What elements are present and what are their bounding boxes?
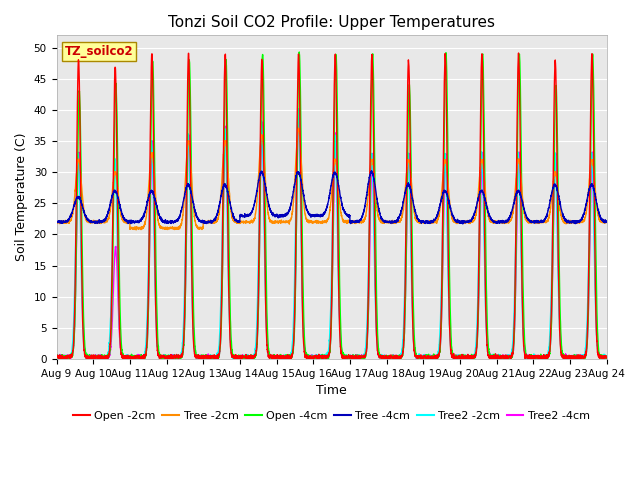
- Open -2cm: [52, 352, 60, 358]
- Open -4cm: [152, 228, 159, 234]
- Tree2 -2cm: [311, 353, 319, 359]
- Tree -2cm: [455, 219, 463, 225]
- Open -4cm: [425, 354, 433, 360]
- Open -4cm: [603, 354, 611, 360]
- Tree2 -2cm: [425, 354, 433, 360]
- Tree2 -4cm: [52, 356, 60, 362]
- Line: Tree -4cm: Tree -4cm: [56, 171, 607, 224]
- Tree -2cm: [603, 219, 611, 225]
- Tree2 -4cm: [311, 353, 319, 359]
- Tree2 -2cm: [52, 355, 60, 360]
- Open -4cm: [55, 356, 63, 362]
- Tree2 -4cm: [295, 106, 303, 112]
- Tree -4cm: [459, 221, 467, 227]
- Line: Open -2cm: Open -2cm: [56, 53, 607, 359]
- Tree -4cm: [152, 198, 159, 204]
- Open -2cm: [311, 353, 319, 359]
- Tree2 -2cm: [602, 356, 610, 361]
- Line: Tree2 -2cm: Tree2 -2cm: [56, 108, 607, 359]
- Tree -2cm: [486, 218, 494, 224]
- Open -4cm: [486, 353, 494, 359]
- Text: TZ_soilco2: TZ_soilco2: [65, 45, 133, 58]
- Tree -2cm: [52, 218, 60, 224]
- Tree2 -4cm: [602, 355, 610, 360]
- Tree2 -4cm: [152, 275, 159, 281]
- Open -4cm: [52, 353, 60, 359]
- Tree2 -4cm: [603, 353, 611, 359]
- Tree2 -2cm: [53, 356, 61, 362]
- Tree -4cm: [486, 215, 494, 220]
- Open -2cm: [55, 356, 63, 362]
- Tree -4cm: [424, 218, 432, 224]
- Open -4cm: [455, 354, 463, 360]
- Tree -4cm: [602, 218, 610, 224]
- Tree -2cm: [132, 227, 140, 233]
- Tree2 -4cm: [424, 352, 432, 358]
- Open -2cm: [455, 354, 463, 360]
- Open -2cm: [603, 354, 611, 360]
- Legend: Open -2cm, Tree -2cm, Open -4cm, Tree -4cm, Tree2 -2cm, Tree2 -4cm: Open -2cm, Tree -2cm, Open -4cm, Tree -4…: [69, 407, 594, 425]
- Open -2cm: [515, 50, 522, 56]
- Open -2cm: [486, 354, 494, 360]
- Open -2cm: [152, 294, 159, 300]
- Tree -4cm: [368, 168, 376, 174]
- Tree2 -2cm: [603, 354, 611, 360]
- Open -4cm: [602, 356, 610, 361]
- Line: Open -4cm: Open -4cm: [56, 52, 607, 359]
- Open -4cm: [311, 354, 319, 360]
- Y-axis label: Soil Temperature (C): Soil Temperature (C): [15, 133, 28, 262]
- Tree2 -2cm: [152, 300, 159, 305]
- Tree -2cm: [311, 219, 319, 225]
- Tree -2cm: [425, 219, 433, 225]
- Open -4cm: [296, 49, 303, 55]
- Tree -2cm: [152, 190, 159, 196]
- Tree -2cm: [294, 125, 302, 131]
- Tree -2cm: [602, 219, 610, 225]
- Title: Tonzi Soil CO2 Profile: Upper Temperatures: Tonzi Soil CO2 Profile: Upper Temperatur…: [168, 15, 495, 30]
- Open -2cm: [602, 354, 610, 360]
- Line: Tree2 -4cm: Tree2 -4cm: [56, 109, 607, 359]
- Open -2cm: [424, 353, 432, 359]
- Tree2 -4cm: [455, 355, 463, 360]
- Tree -4cm: [455, 218, 463, 224]
- Tree -4cm: [52, 220, 60, 226]
- Tree -4cm: [603, 219, 611, 225]
- Tree2 -2cm: [294, 106, 302, 111]
- Tree -4cm: [311, 213, 319, 218]
- Line: Tree -2cm: Tree -2cm: [56, 128, 607, 230]
- Tree2 -2cm: [455, 354, 463, 360]
- X-axis label: Time: Time: [316, 384, 347, 397]
- Tree2 -2cm: [486, 353, 494, 359]
- Tree2 -4cm: [486, 353, 494, 359]
